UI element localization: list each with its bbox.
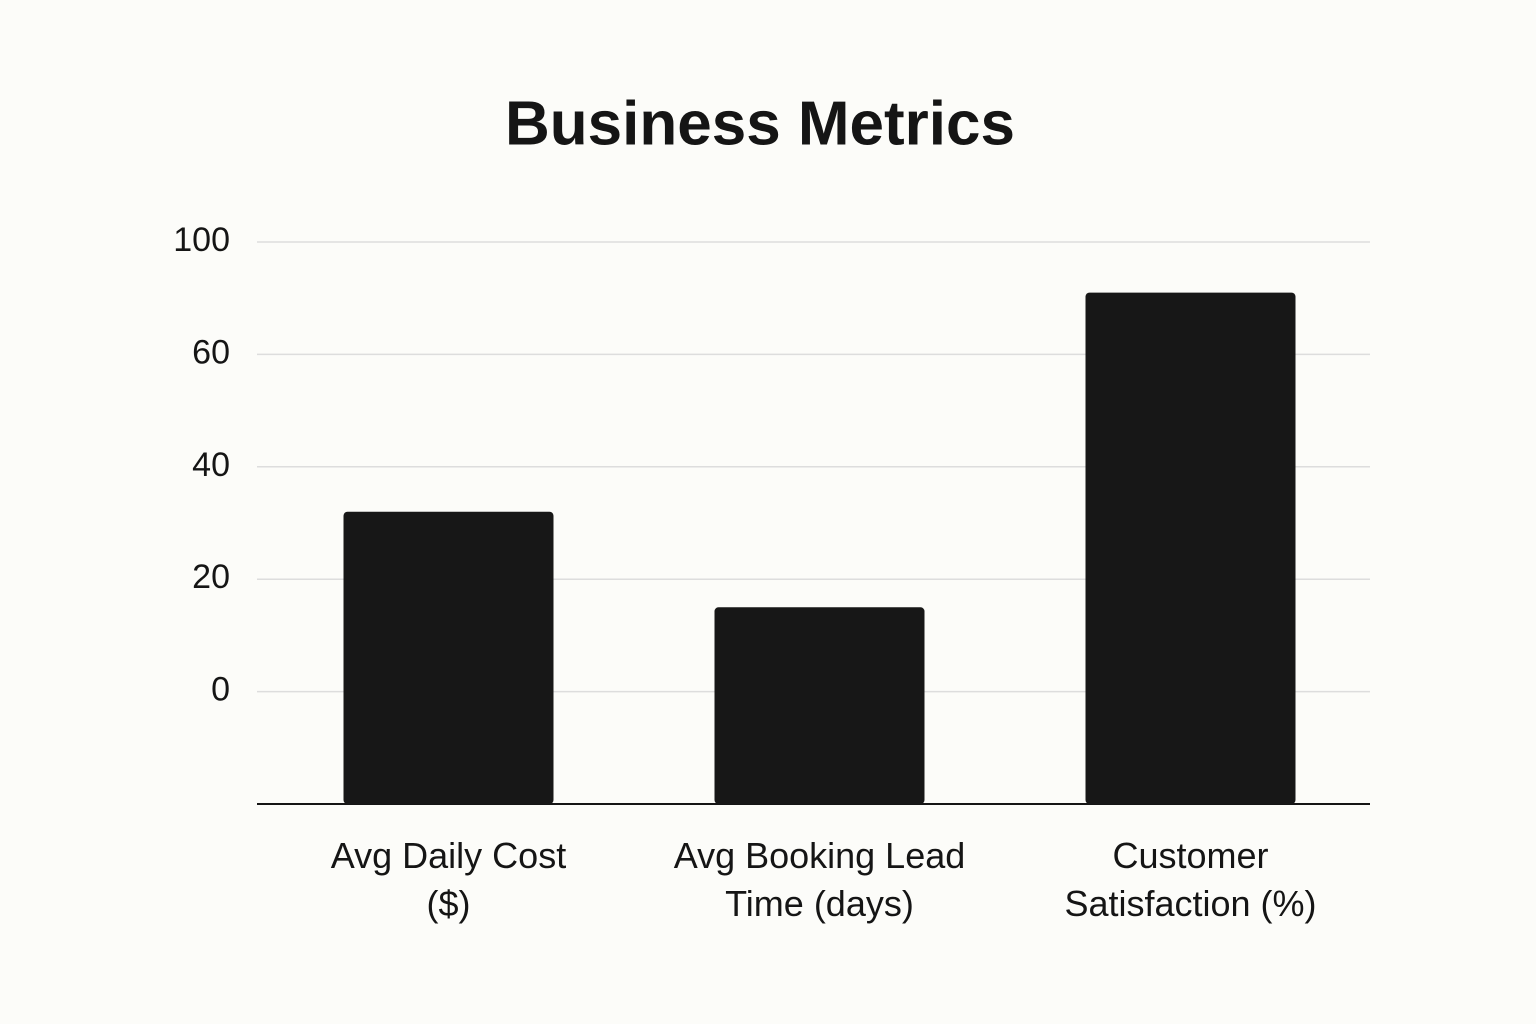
bar bbox=[343, 511, 554, 804]
x-tick-label: Avg Booking Lead Time (days) bbox=[673, 835, 966, 924]
bar bbox=[714, 607, 925, 804]
y-tick-label: 60 bbox=[192, 333, 230, 371]
y-tick-label: 40 bbox=[192, 446, 230, 484]
x-tick-label: Customer Satisfaction (%) bbox=[1064, 835, 1317, 924]
x-tick-label: Avg Daily Cost ($) bbox=[330, 835, 567, 924]
chart-title: Business Metrics bbox=[505, 89, 1015, 158]
y-tick-label: 0 bbox=[211, 671, 230, 709]
bar bbox=[1085, 292, 1296, 804]
y-tick-label: 20 bbox=[192, 558, 230, 596]
y-tick-label: 100 bbox=[173, 221, 230, 259]
